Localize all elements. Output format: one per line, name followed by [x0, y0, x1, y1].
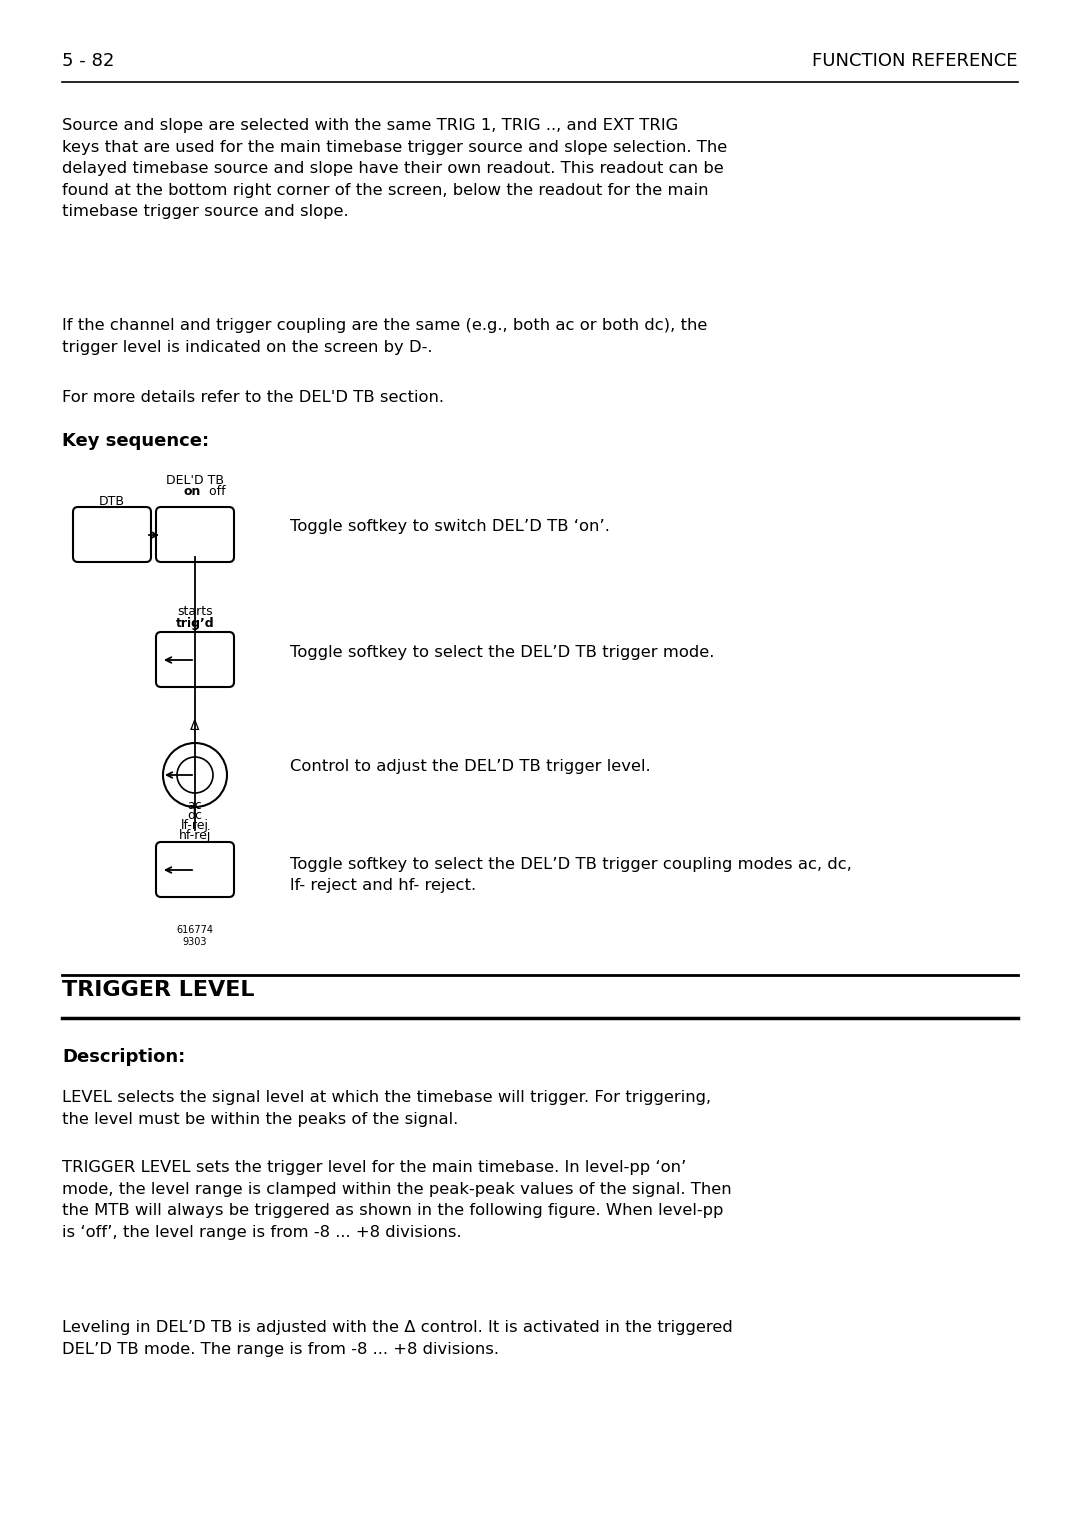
Text: lf-rej: lf-rej [181, 820, 210, 832]
FancyBboxPatch shape [156, 508, 234, 563]
Text: dc: dc [188, 809, 203, 823]
Text: Δ: Δ [190, 719, 200, 732]
Text: Control to adjust the DEL’D TB trigger level.: Control to adjust the DEL’D TB trigger l… [291, 760, 650, 775]
Text: Leveling in DEL’D TB is adjusted with the Δ control. It is activated in the trig: Leveling in DEL’D TB is adjusted with th… [62, 1320, 732, 1356]
Circle shape [177, 757, 213, 794]
Text: Toggle softkey to select the DEL’D TB trigger coupling modes ac, dc,
lf- reject : Toggle softkey to select the DEL’D TB tr… [291, 856, 852, 893]
Text: starts: starts [177, 605, 213, 618]
FancyBboxPatch shape [73, 508, 151, 563]
Text: FUNCTION REFERENCE: FUNCTION REFERENCE [812, 52, 1018, 70]
Text: ac: ac [188, 800, 202, 812]
Text: TRIGGER LEVEL: TRIGGER LEVEL [62, 980, 255, 1000]
Text: Description:: Description: [62, 1047, 186, 1066]
Text: trig’d: trig’d [176, 618, 214, 630]
Text: DTB: DTB [99, 495, 125, 508]
Text: DEL'D TB: DEL'D TB [166, 474, 224, 488]
FancyBboxPatch shape [156, 842, 234, 898]
Text: For more details refer to the DEL'D TB section.: For more details refer to the DEL'D TB s… [62, 390, 444, 405]
Text: on: on [183, 485, 201, 498]
Text: 5 - 82: 5 - 82 [62, 52, 114, 70]
Text: Source and slope are selected with the same TRIG 1, TRIG .., and EXT TRIG
keys t: Source and slope are selected with the s… [62, 118, 727, 219]
Text: Key sequence:: Key sequence: [62, 433, 210, 450]
FancyBboxPatch shape [156, 631, 234, 687]
Text: TRIGGER LEVEL sets the trigger level for the main timebase. In level-pp ‘on’
mod: TRIGGER LEVEL sets the trigger level for… [62, 1161, 731, 1240]
Circle shape [163, 743, 227, 807]
Text: off: off [205, 485, 226, 498]
Text: Toggle softkey to switch DEL’D TB ‘on’.: Toggle softkey to switch DEL’D TB ‘on’. [291, 520, 610, 535]
Text: LEVEL selects the signal level at which the timebase will trigger. For triggerin: LEVEL selects the signal level at which … [62, 1090, 711, 1127]
Text: 616774
9303: 616774 9303 [176, 925, 214, 948]
Text: If the channel and trigger coupling are the same (e.g., both ac or both dc), the: If the channel and trigger coupling are … [62, 318, 707, 355]
Text: Toggle softkey to select the DEL’D TB trigger mode.: Toggle softkey to select the DEL’D TB tr… [291, 645, 714, 659]
Text: hf-rej: hf-rej [179, 829, 212, 842]
